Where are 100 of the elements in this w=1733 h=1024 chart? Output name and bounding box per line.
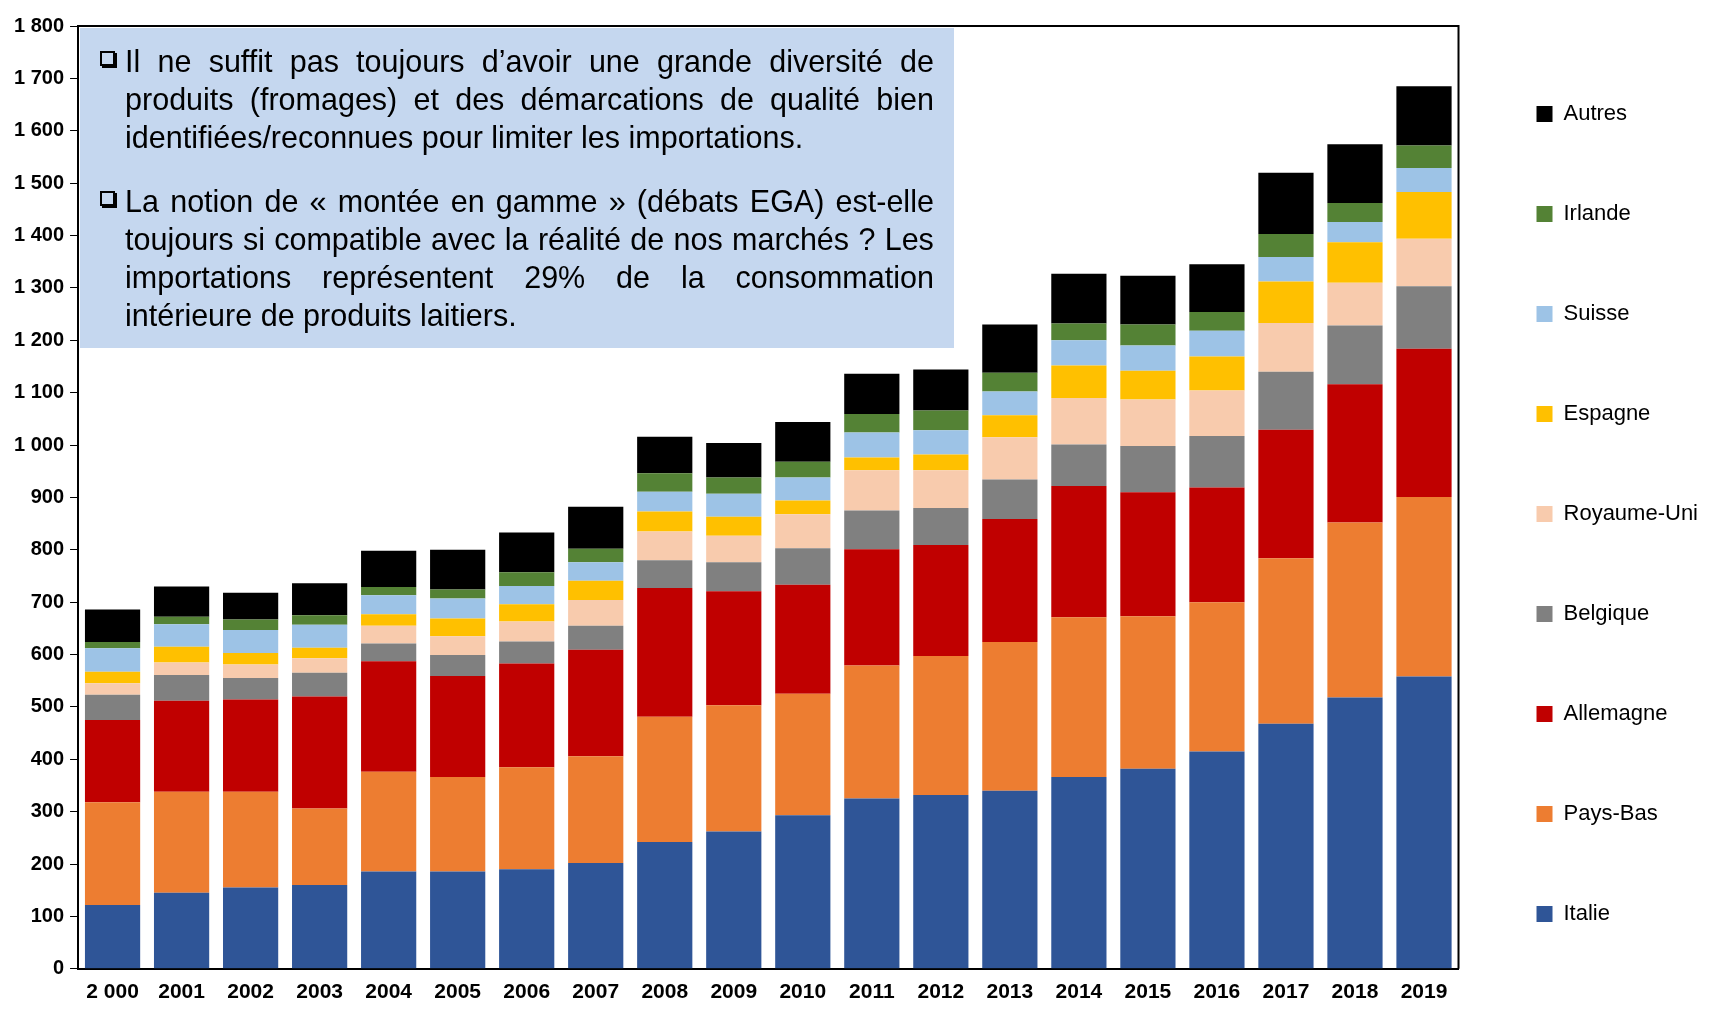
legend-label: Espagne (1563, 400, 1651, 426)
bar (1258, 256, 1314, 282)
bar (913, 656, 969, 795)
bar (1189, 487, 1245, 603)
bar (913, 430, 969, 455)
x-tick-label: 2005 (434, 979, 482, 1003)
bar (775, 693, 831, 816)
bar (430, 871, 486, 969)
bar (430, 676, 486, 778)
bar (361, 586, 417, 596)
bar (982, 641, 1038, 791)
bar (1051, 485, 1107, 618)
bar (1396, 348, 1452, 497)
bar (1258, 558, 1314, 724)
bar (499, 604, 555, 622)
y-tick-label: 400 (30, 746, 65, 769)
bar (568, 548, 624, 563)
bar (982, 372, 1038, 392)
bar (361, 550, 417, 587)
bar (84, 609, 141, 642)
x-tick-label: 2011 (849, 979, 895, 1003)
x-tick-label: 2017 (1262, 979, 1310, 1003)
bar (982, 479, 1038, 519)
bar (499, 641, 555, 664)
bar (844, 414, 900, 433)
y-tick-label: 700 (30, 589, 65, 612)
bar (1051, 444, 1107, 486)
y-tick-label: 900 (30, 484, 65, 507)
legend-label: Suisse (1563, 300, 1630, 326)
bar (1120, 275, 1176, 325)
bar (430, 598, 486, 619)
bar (1120, 324, 1176, 346)
bar (1189, 311, 1245, 331)
y-tick-label: 1 100 (13, 380, 65, 403)
bar (292, 696, 348, 809)
bar (775, 815, 831, 969)
bar (775, 461, 831, 478)
bar (1327, 522, 1383, 698)
y-tick-label: 1 600 (13, 118, 65, 141)
bar (84, 641, 141, 649)
bar (1189, 264, 1245, 312)
bar (637, 473, 693, 492)
bar (361, 643, 417, 662)
bar (223, 699, 279, 792)
bar (637, 436, 693, 474)
bar (223, 664, 279, 679)
bar (84, 648, 141, 672)
bar (223, 887, 279, 969)
y-tick-label: 200 (30, 851, 65, 874)
bar (430, 777, 486, 872)
bar (913, 545, 969, 657)
bar (637, 716, 693, 843)
bar (982, 415, 1038, 438)
bar (499, 621, 555, 642)
bar (84, 694, 141, 721)
y-tick-label: 1 400 (13, 223, 65, 246)
x-tick-label: 2006 (503, 979, 551, 1003)
y-tick-label: 500 (30, 694, 65, 717)
x-tick-label: 2018 (1331, 979, 1379, 1003)
bar (982, 437, 1038, 480)
bar (1396, 167, 1452, 193)
bar (1258, 172, 1314, 234)
bar (568, 863, 624, 969)
bar (292, 647, 348, 659)
bar (913, 507, 969, 546)
bar (223, 592, 279, 620)
y-tick-label: 1 700 (13, 65, 65, 88)
bar (153, 700, 210, 792)
bar (1327, 384, 1383, 523)
bar (775, 514, 831, 549)
bar (775, 421, 831, 462)
bar (84, 683, 141, 695)
bar (1396, 676, 1452, 969)
bar (1189, 330, 1245, 357)
bar (499, 572, 555, 586)
bar (1189, 751, 1245, 969)
annotation: Il ne suffit pas toujours d’avoir une grande diversité de produits (fromages) et des démarcations de qualité bien identifiées/reconnues pour limiter les importations. (125, 43, 934, 156)
bar (706, 705, 762, 832)
bar (499, 869, 555, 969)
bar (982, 790, 1038, 969)
bar (1258, 233, 1314, 257)
bar (223, 619, 279, 630)
bar (706, 831, 762, 969)
bar (1327, 144, 1383, 204)
bar (430, 549, 486, 590)
bar (637, 842, 693, 969)
bar (568, 625, 624, 650)
y-tick-label: 1 500 (13, 170, 65, 193)
bar (1258, 723, 1314, 969)
bar (637, 560, 693, 589)
bar (153, 586, 210, 617)
bar (982, 391, 1038, 416)
bar (1051, 397, 1107, 445)
bar (913, 454, 969, 471)
x-tick-label: 2008 (641, 979, 689, 1003)
bar (292, 658, 348, 673)
x-tick-label: 2001 (158, 979, 206, 1003)
bar (153, 624, 210, 647)
bar (706, 493, 762, 517)
bar (1189, 436, 1245, 488)
